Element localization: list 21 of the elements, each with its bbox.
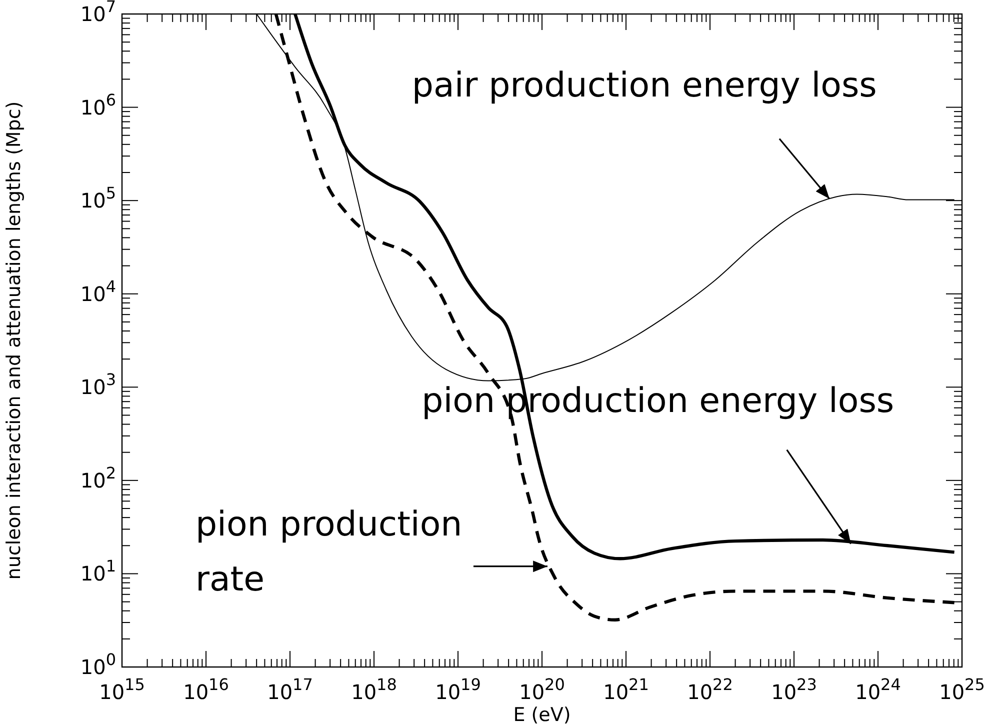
y-axis-title: nucleon interaction and attenuation lengths (Mpc): [3, 101, 25, 580]
annotation: pion production rate: [195, 504, 462, 600]
y-tick-label: 10$^{1}$: [80, 556, 116, 586]
y-tick-label: 10$^{4}$: [80, 276, 116, 306]
x-tick-label: 10$^{23}$: [771, 674, 817, 704]
y-tick-label: 10$^{6}$: [80, 90, 116, 120]
x-tick-label: 10$^{20}$: [519, 674, 565, 704]
x-tick-label: 10$^{18}$: [351, 674, 397, 704]
y-tick-label: 10$^{5}$: [80, 183, 116, 213]
annotation: pair production energy loss: [412, 66, 877, 106]
x-axis-title: E (eV): [513, 704, 571, 725]
x-tick-label: 10$^{24}$: [855, 674, 901, 704]
x-tick-label: 10$^{16}$: [183, 674, 229, 704]
x-tick-label: 10$^{19}$: [435, 674, 481, 704]
y-tick-label: 10$^{3}$: [80, 370, 116, 400]
y-tick-label: 10$^{2}$: [80, 462, 116, 492]
x-tick-label: 10$^{25}$: [939, 674, 985, 704]
x-tick-label: 10$^{21}$: [603, 674, 649, 704]
y-tick-label: 10$^{7}$: [80, 0, 116, 26]
x-tick-label: 10$^{17}$: [267, 674, 313, 704]
x-tick-label: 10$^{22}$: [687, 674, 733, 704]
